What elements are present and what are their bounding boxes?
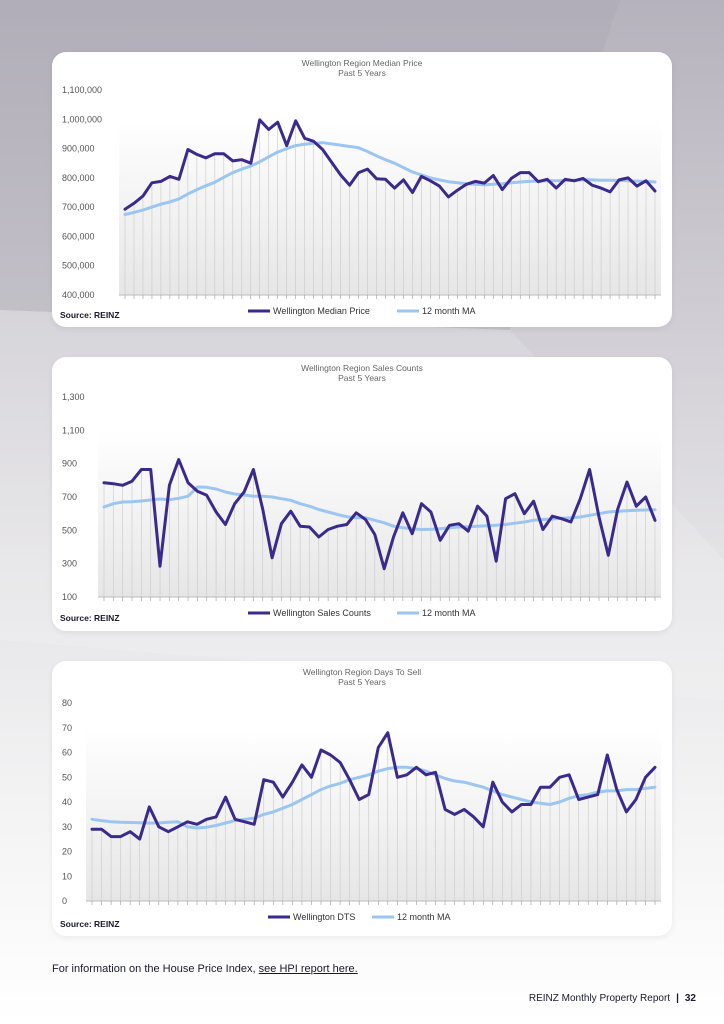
y-tick-label: 1,000,000 <box>62 114 102 124</box>
y-tick-label: 100 <box>62 592 77 602</box>
sales-counts-chart-card: Wellington Region Sales Counts Past 5 Yea… <box>52 357 672 631</box>
y-tick-label: 600,000 <box>62 231 95 241</box>
median-price-chart-card: Wellington Region Median Price Past 5 Yea… <box>52 52 672 327</box>
chart-source-label: Source: REINZ <box>60 310 120 320</box>
hpi-info-text: For information on the House Price Index… <box>52 963 358 975</box>
y-tick-label: 20 <box>62 847 72 857</box>
legend-label: Wellington Sales Counts <box>273 608 371 618</box>
legend-label: Wellington Median Price <box>273 306 370 316</box>
y-tick-label: 80 <box>62 698 72 708</box>
series-line-main <box>123 118 657 211</box>
y-tick-label: 0 <box>62 896 67 906</box>
y-tick-label: 300 <box>62 559 77 569</box>
y-tick-label: 50 <box>62 772 72 782</box>
chart-subtitle: Past 5 Years <box>338 373 386 383</box>
legend-label: 12 month MA <box>422 306 476 316</box>
series-line-main <box>90 731 657 841</box>
days-to-sell-chart-card: Wellington Region Days To Sell Past 5 Yea… <box>52 661 672 936</box>
chart-subtitle: Past 5 Years <box>338 68 386 78</box>
y-tick-label: 900,000 <box>62 144 95 154</box>
footer-separator: | <box>676 993 679 1004</box>
report-name: REINZ Monthly Property Report <box>528 993 671 1004</box>
y-tick-label: 40 <box>62 797 72 807</box>
page-footer: REINZ Monthly Property Report | 32 <box>529 993 696 1004</box>
y-tick-label: 500 <box>62 525 77 535</box>
series-line-main <box>102 458 657 571</box>
page-number: 32 <box>684 993 696 1004</box>
y-tick-label: 1,300 <box>62 392 85 402</box>
plot-background <box>86 727 661 901</box>
y-tick-label: 1,100 <box>62 425 85 435</box>
y-tick-label: 1,100,000 <box>62 85 102 95</box>
y-tick-label: 10 <box>62 871 72 881</box>
legend-label: 12 month MA <box>397 912 451 922</box>
y-tick-label: 400,000 <box>62 290 95 300</box>
chart-title: Wellington Region Sales Counts <box>301 363 423 373</box>
legend-label: 12 month MA <box>422 608 476 618</box>
y-tick-label: 60 <box>62 748 72 758</box>
y-tick-label: 900 <box>62 459 77 469</box>
chart-subtitle: Past 5 Years <box>338 677 386 687</box>
plot-background <box>98 430 661 597</box>
hpi-report-link[interactable]: see HPI report here. <box>258 963 358 975</box>
y-tick-label: 70 <box>62 723 72 733</box>
chart-title: Wellington Region Days To Sell <box>303 667 421 677</box>
legend-label: Wellington DTS <box>293 912 355 922</box>
y-tick-label: 800,000 <box>62 173 95 183</box>
chart-title: Wellington Region Median Price <box>302 58 423 68</box>
y-tick-label: 500,000 <box>62 261 95 271</box>
plot-background <box>119 119 661 296</box>
y-tick-label: 700 <box>62 492 77 502</box>
chart-source-label: Source: REINZ <box>60 919 120 929</box>
hpi-info-label: For information on the House Price Index… <box>52 963 259 975</box>
y-tick-label: 700,000 <box>62 202 95 212</box>
chart-source-label: Source: REINZ <box>60 613 120 623</box>
y-tick-label: 30 <box>62 822 72 832</box>
